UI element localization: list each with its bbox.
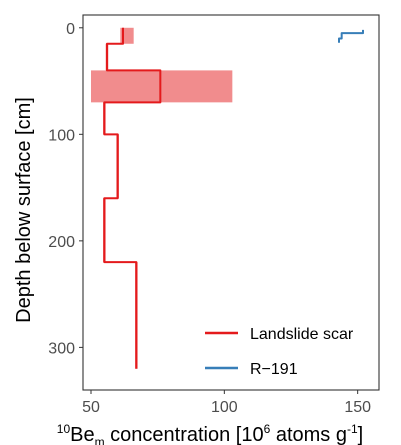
x-axis-title-end: ]	[358, 424, 364, 445]
x-axis-title-sup-pre: 10	[57, 422, 71, 436]
y-tick-label-300: 300	[48, 340, 75, 357]
y-axis-ticks: 0 100 200 300	[48, 21, 83, 357]
x-axis-title-mid: concentration [10	[105, 424, 264, 445]
landslide-scar-uncertainty-band-2	[91, 70, 233, 103]
x-axis-title: 10Bem concentration [106 atoms g-1]	[57, 422, 363, 445]
series-lines	[103, 27, 364, 369]
legend-label-r-191: R−191	[250, 361, 298, 378]
landslide-scar-line	[103, 27, 162, 369]
x-axis-title-tail: atoms g	[270, 424, 347, 445]
y-tick-label-0: 0	[66, 21, 75, 38]
x-axis-ticks: 50 100 150	[82, 390, 371, 416]
x-axis-title-sup-mid: 6	[264, 422, 271, 436]
x-tick-label-100: 100	[211, 399, 238, 416]
x-axis-title-sup-tail: -1	[347, 422, 358, 436]
x-tick-label-150: 150	[344, 399, 371, 416]
plot-panel-border	[82, 14, 380, 391]
legend-label-landslide-scar: Landslide scar	[250, 326, 354, 343]
y-axis-title: Depth below surface [cm]	[13, 97, 35, 323]
y-tick-label-200: 200	[48, 234, 75, 251]
x-axis-title-sub: m	[95, 435, 105, 445]
r-191-line	[338, 29, 364, 43]
y-tick-label-100: 100	[48, 127, 75, 144]
x-axis-title-base: Be	[70, 424, 94, 445]
x-tick-label-50: 50	[82, 399, 100, 416]
legend: Landslide scar R−191	[205, 326, 354, 378]
